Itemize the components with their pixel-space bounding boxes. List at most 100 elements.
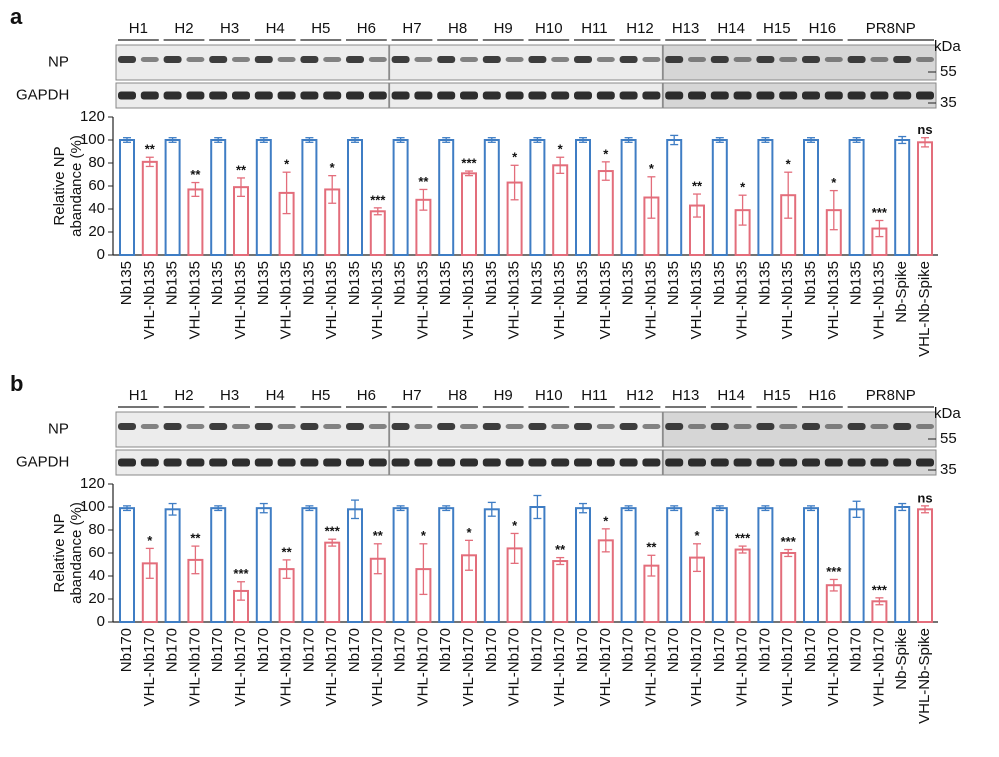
x-tick-label: Nb135 (802, 261, 819, 305)
blot-band (118, 458, 136, 467)
error-bar (145, 547, 154, 579)
blot-band (368, 458, 387, 467)
y-tick-label: 40 (88, 200, 105, 217)
bar (255, 507, 272, 623)
error-bar (624, 505, 633, 512)
error-bar (373, 207, 382, 216)
x-tick-label: VHL-Nb135 (369, 261, 386, 339)
blot-band (186, 57, 205, 62)
blot-band (505, 424, 524, 429)
blot-band (460, 424, 478, 429)
blot-band (574, 91, 592, 100)
error-bar (670, 134, 679, 146)
blot-band (870, 57, 889, 62)
error-bar (829, 578, 838, 592)
group-label: H10 (535, 387, 563, 404)
blot-band (323, 424, 342, 429)
group-label: H3 (220, 387, 239, 404)
group-label: H9 (494, 20, 513, 37)
x-tick-label: VHL-Nb135 (460, 261, 477, 339)
error-bar (351, 499, 359, 520)
error-bar (282, 171, 291, 215)
bar (392, 507, 409, 623)
blot-band (254, 458, 273, 467)
x-tick-label: VHL-Nb170 (642, 628, 659, 706)
x-tick-label: VHL-Nb170 (323, 628, 340, 706)
significance: ns (917, 490, 932, 505)
blot-band (528, 91, 547, 100)
group-label: H12 (626, 20, 654, 37)
error-bar (533, 137, 542, 143)
x-tick-label: Nb135 (665, 261, 682, 305)
blot-band (710, 91, 729, 100)
blot-band (528, 56, 547, 63)
bar (552, 560, 569, 623)
bar (803, 139, 819, 256)
bar (597, 539, 614, 623)
significance: *** (233, 566, 249, 581)
blot-band (232, 424, 250, 429)
blot-band (140, 424, 159, 429)
blot-band (596, 424, 615, 429)
blot-band (619, 56, 638, 63)
significance: *** (872, 205, 888, 220)
blot-band (482, 458, 501, 467)
bar (575, 507, 591, 623)
blot-band (209, 423, 228, 430)
blot-band (824, 57, 843, 62)
significance: * (649, 161, 655, 176)
blot-band (346, 56, 364, 63)
bar (711, 139, 728, 256)
bar (347, 508, 363, 623)
error-bar (214, 505, 223, 512)
blot-band (710, 56, 729, 63)
error-bar (693, 543, 701, 573)
significance: *** (370, 192, 386, 207)
error-bar (237, 581, 245, 601)
group-label: H7 (402, 20, 421, 37)
group-label: H2 (174, 20, 193, 37)
blot-band (756, 458, 775, 467)
error-bar (738, 545, 747, 554)
blot-band (232, 458, 250, 467)
error-bar (465, 170, 473, 177)
bar (711, 507, 728, 623)
group-label: H12 (626, 387, 654, 404)
error-bar (487, 501, 496, 517)
marker-label: 35 (940, 94, 957, 111)
x-tick-label: VHL-Nb170 (779, 628, 796, 706)
significance: *** (826, 564, 842, 579)
x-tick-label: Nb170 (118, 628, 135, 672)
bar (210, 507, 227, 623)
blot-band (893, 423, 912, 430)
blot-band (802, 423, 820, 430)
group-label: H2 (174, 387, 193, 404)
x-tick-label: Nb135 (118, 261, 135, 305)
bar (780, 552, 797, 623)
bar (324, 541, 341, 624)
error-bar (556, 556, 565, 566)
group-label: H15 (763, 20, 791, 37)
blot-band (482, 423, 501, 430)
marker-label: 55 (940, 63, 957, 80)
bar (164, 139, 181, 256)
blot-band (414, 424, 433, 429)
blot-band (802, 56, 820, 63)
blot-band (163, 91, 182, 100)
blot-band (665, 458, 684, 467)
bar (301, 507, 318, 623)
bar (483, 139, 500, 256)
blot-band (596, 57, 615, 62)
blot-band (186, 91, 205, 100)
error-bar (579, 137, 587, 143)
error-bar (784, 171, 793, 219)
blot-band (847, 56, 866, 63)
x-tick-label: Nb135 (164, 261, 181, 305)
bar (483, 508, 500, 623)
blot-band (163, 423, 182, 430)
group-label: PR8NP (866, 387, 916, 404)
bar (347, 139, 363, 256)
blot-band (163, 458, 182, 467)
error-bar (807, 505, 815, 512)
group-label: H7 (402, 387, 421, 404)
